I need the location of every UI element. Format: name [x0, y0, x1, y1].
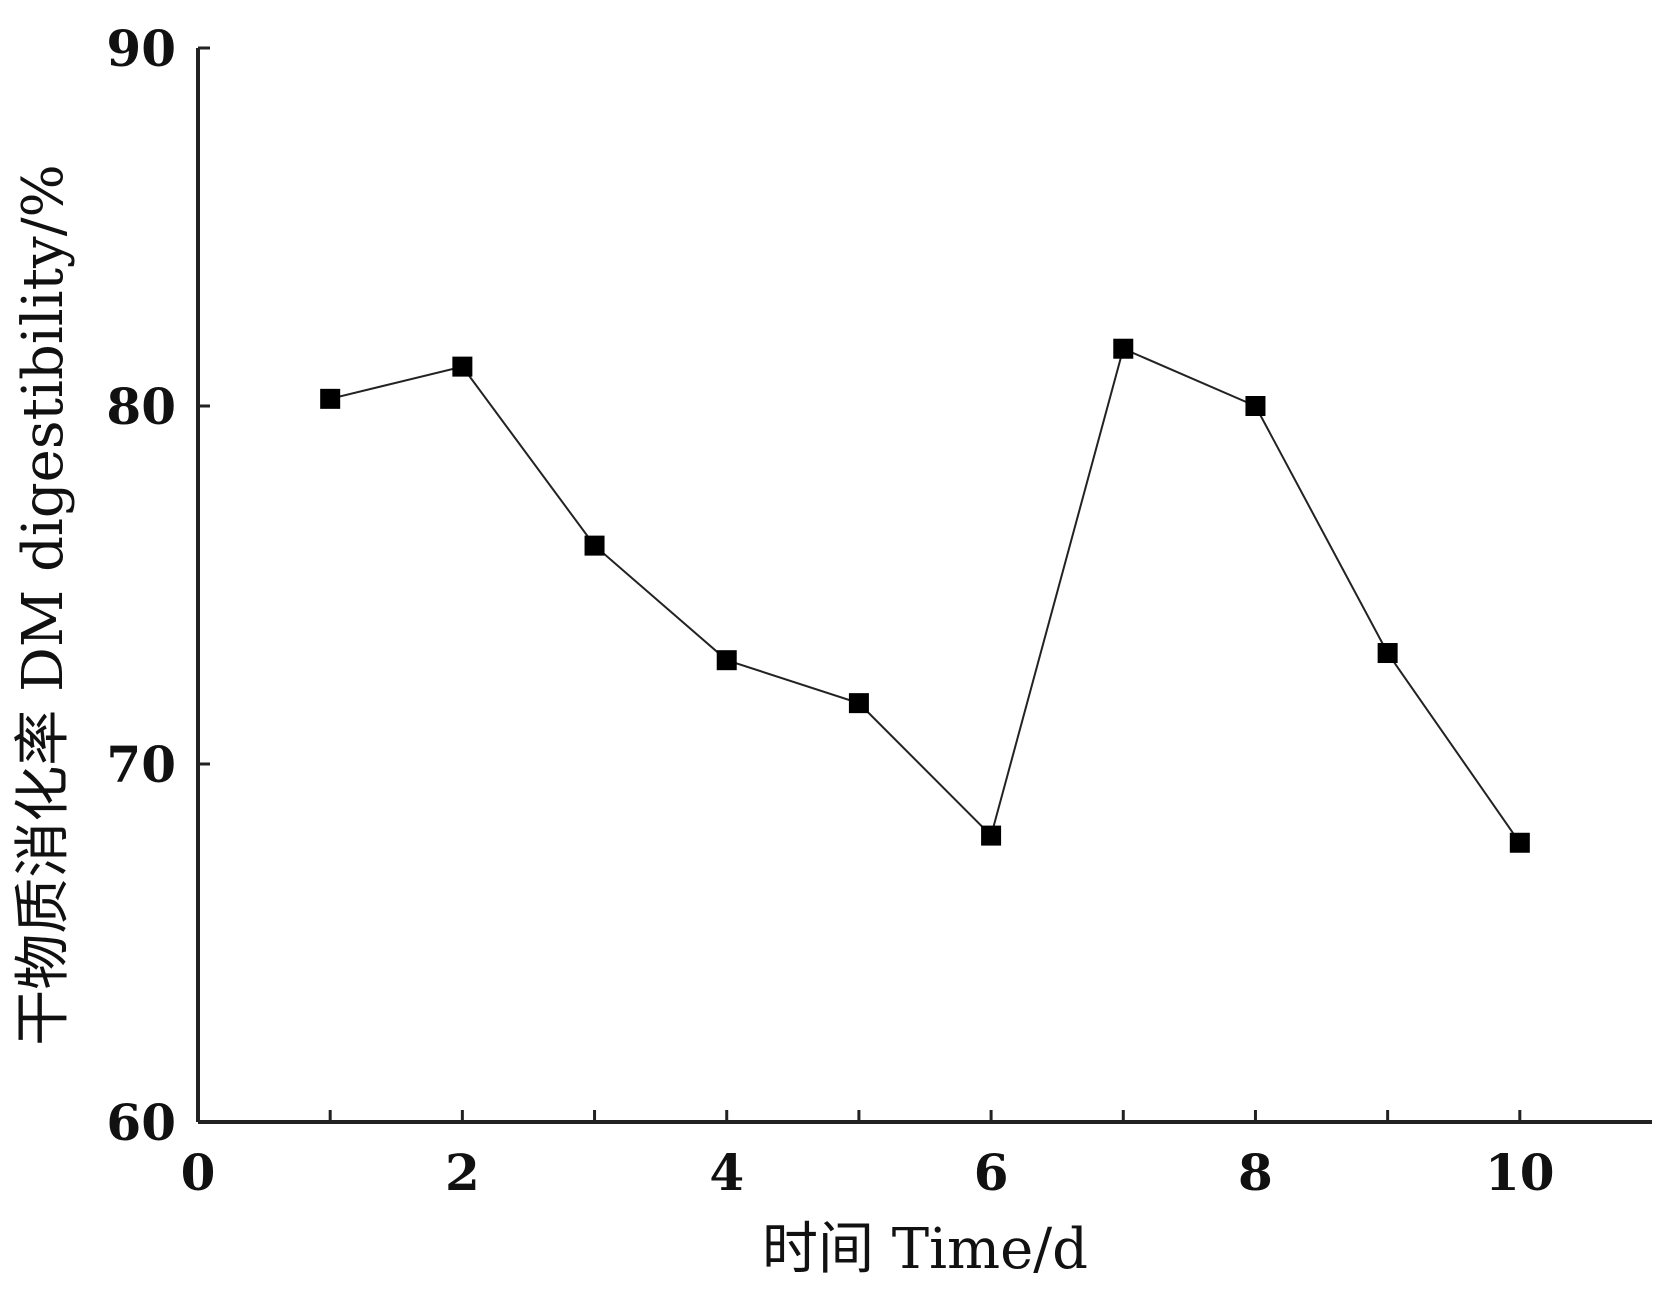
data-point [1509, 832, 1530, 853]
data-point [1245, 396, 1266, 416]
y-ticks: 60 70 80 90 [106, 19, 210, 1152]
data-point [1377, 643, 1398, 664]
x-tick-label: 6 [974, 1143, 1009, 1202]
chart-axes [196, 48, 1652, 1124]
x-tick-label: 4 [709, 1143, 744, 1202]
data-point [452, 356, 473, 377]
data-point [981, 825, 1002, 846]
data-point [584, 535, 605, 556]
data-point [716, 650, 737, 671]
data-point [320, 388, 341, 409]
x-tick-label: 10 [1485, 1143, 1555, 1202]
x-tick-label: 0 [181, 1143, 216, 1202]
y-axis-title: 干物质消化率 DM digestibility/% [11, 164, 76, 1046]
data-point [848, 693, 869, 714]
series-group [320, 338, 1530, 853]
y-tick-label: 60 [106, 1093, 176, 1152]
x-tick-label: 2 [445, 1143, 480, 1202]
y-tick-label: 90 [106, 19, 176, 78]
x-axis-title: 时间 Time/d [762, 1217, 1088, 1282]
y-tick-label: 80 [106, 377, 176, 436]
y-tick-label: 70 [106, 735, 176, 794]
data-point [1113, 338, 1134, 359]
x-ticks: 0 2 4 6 8 10 [181, 1110, 1555, 1202]
x-tick-label: 8 [1238, 1143, 1273, 1202]
series-line [329, 347, 1521, 844]
